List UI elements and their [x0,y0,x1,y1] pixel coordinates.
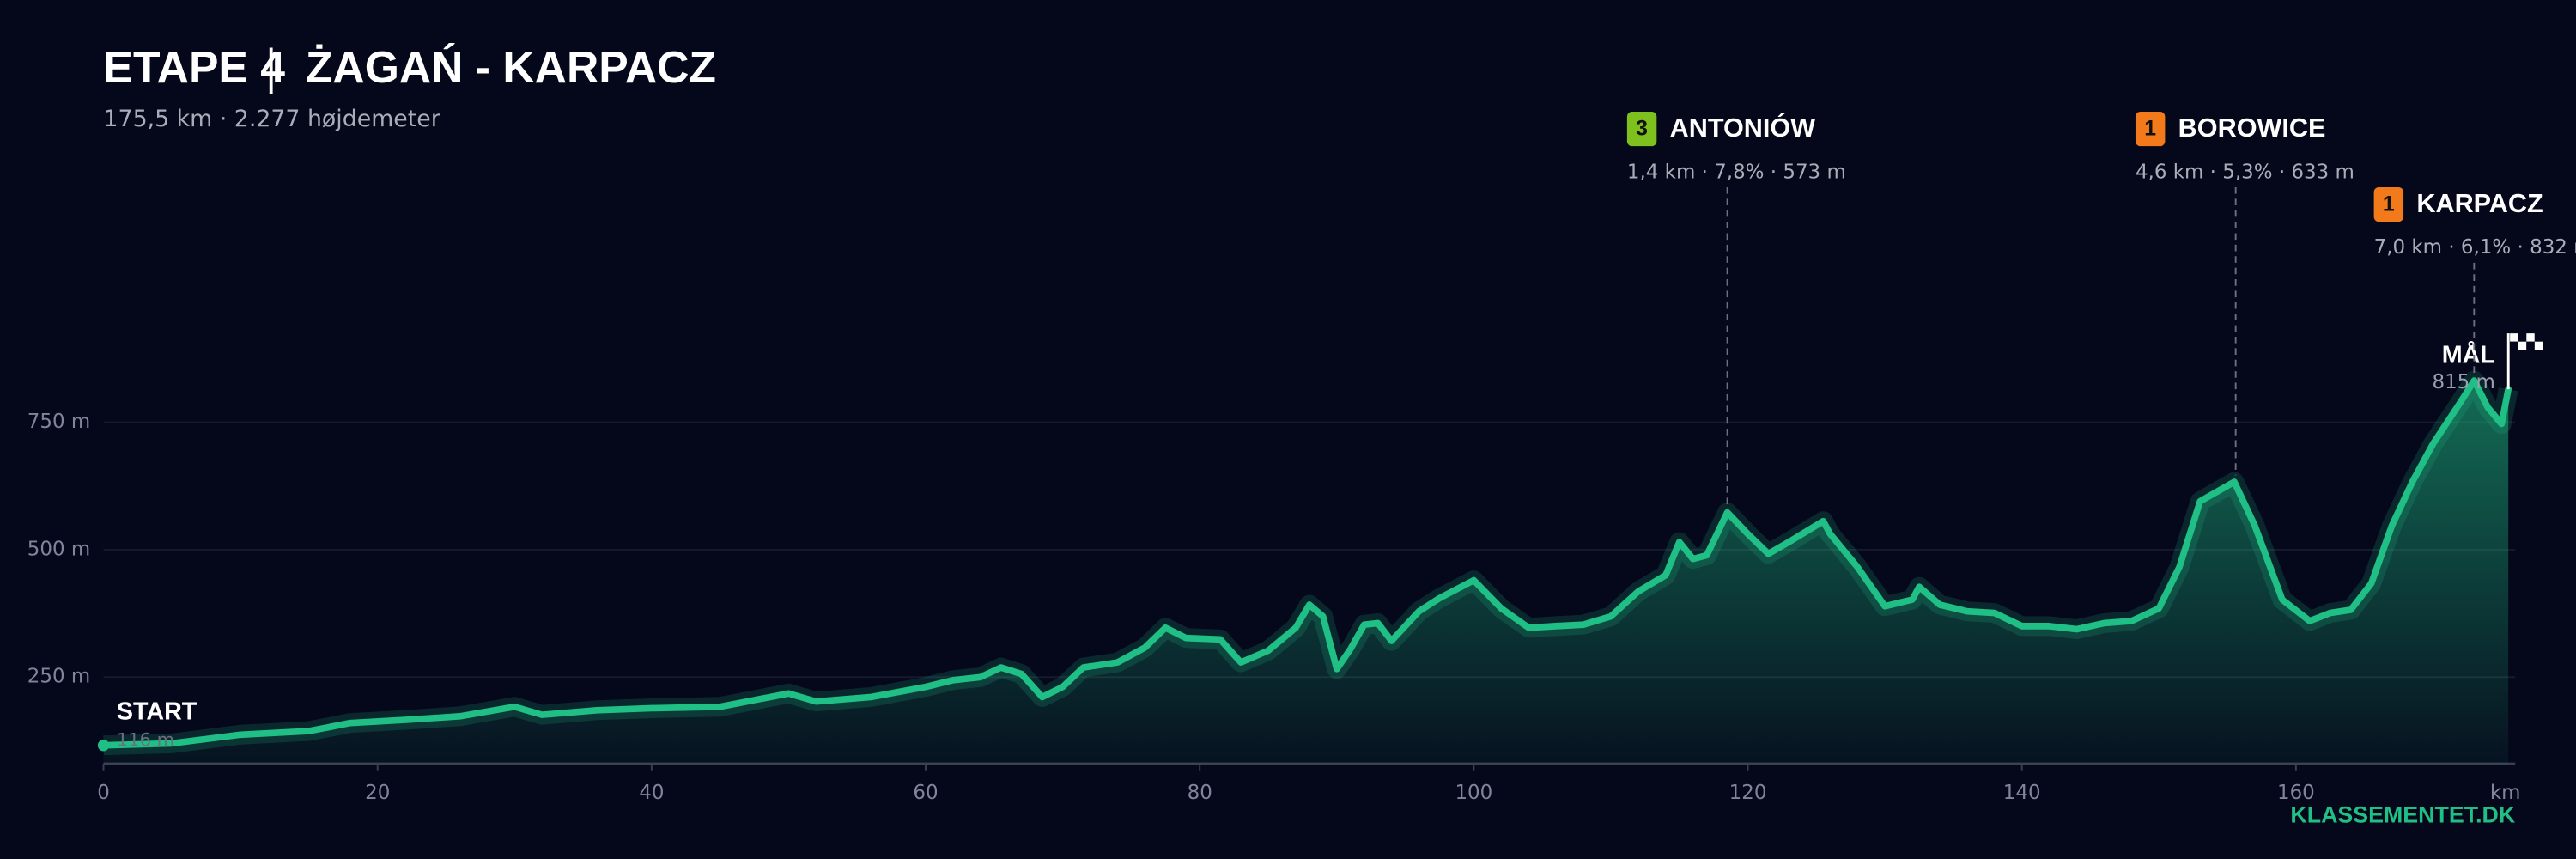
title: ETAPE 4 [104,42,286,92]
elevation-line [100,377,2512,749]
climb-name: KARPACZ [2416,189,2543,218]
climb-category: 3 [1636,117,1648,141]
finish-label: MÅL [2442,340,2495,369]
route: ŻAGAŃ - KARPACZ [306,42,716,92]
subtitle: 175,5 km · 2.277 højdemeter [104,106,440,132]
finish-flag [2510,341,2518,350]
finish-flag [2534,341,2543,350]
x-tick-label: 80 [1188,782,1212,804]
x-tick-label: 60 [913,782,938,804]
start-marker [97,740,110,752]
finish-flag [2526,333,2535,342]
x-tick-label: 160 [2277,782,2315,804]
climb-category: 1 [2144,117,2156,141]
x-tick-label: 20 [365,782,390,804]
x-tick-label: 140 [2003,782,2041,804]
x-axis-unit: km [2490,782,2521,804]
x-tick-label: 100 [1455,782,1492,804]
start-elevation: 116 m [117,728,174,750]
x-tick-label: 120 [1729,782,1767,804]
x-tick-label: 40 [639,782,664,804]
climb-category-badge [1626,112,1657,147]
climb-info: 7,0 km · 6,1% · 832 m [2374,236,2576,259]
climb-info: 4,6 km · 5,3% · 633 m [2136,161,2354,183]
y-tick-label: 750 m [27,411,90,433]
watermark: KLASSEMENTET.DK [2290,801,2515,827]
y-tick-label: 500 m [27,538,90,560]
y-tick-label: 250 m [27,666,90,688]
finish-flag [2534,333,2543,342]
climb-name: ANTONIÓW [1670,112,1816,143]
finish-flag [2526,341,2535,350]
finish-flag [2518,341,2527,350]
climb-category-badge [2135,112,2166,147]
climb-category-badge [2373,186,2404,222]
finish-flag [2510,333,2518,342]
start-label: START [117,698,197,725]
finish-flag [2518,333,2527,342]
elevation-area [103,381,2509,765]
finish-elevation: 815 m [2432,371,2494,393]
climb-category: 1 [2383,192,2395,216]
climb-info: 1,4 km · 7,8% · 573 m [1627,161,1846,183]
x-tick-label: 0 [97,782,110,804]
climb-name: BOROWICE [2178,113,2326,143]
